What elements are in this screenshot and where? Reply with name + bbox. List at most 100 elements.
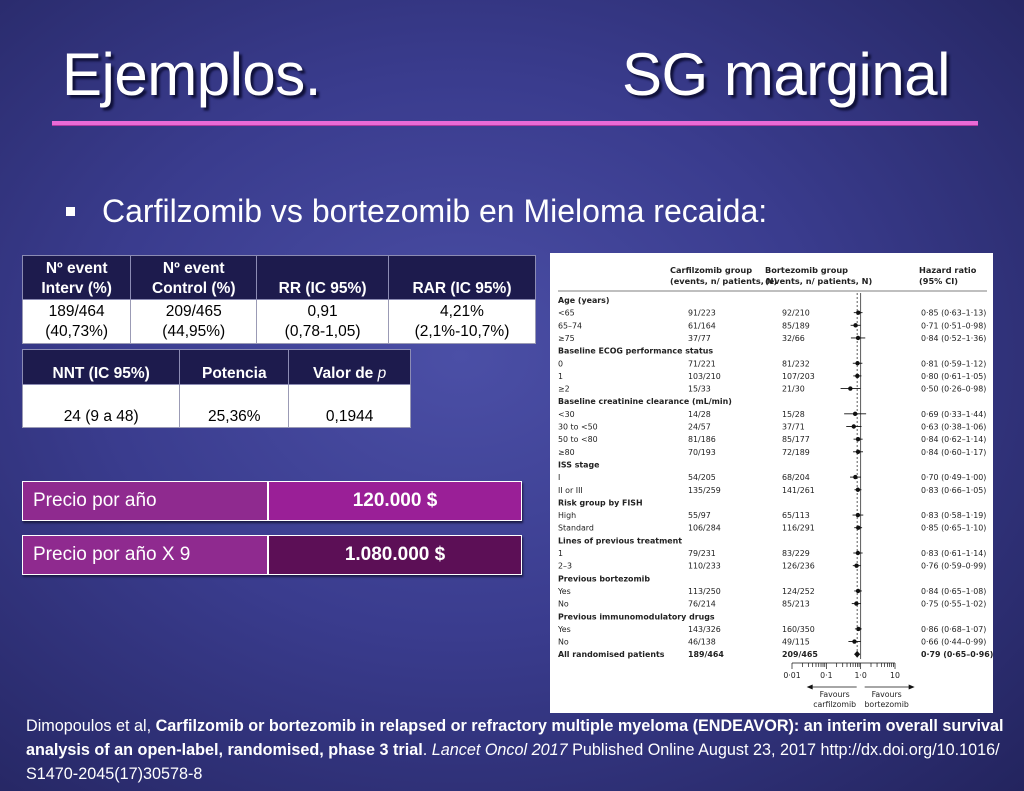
- forest-plot: Carfilzomib group (events, n/ patients, N…: [557, 265, 993, 709]
- forest-point: [853, 474, 858, 480]
- forest-x-tick-label: 1·0: [854, 671, 866, 680]
- forest-point: [855, 436, 861, 442]
- cell-valor-p: 0,1944: [288, 384, 411, 428]
- forest-point: [854, 601, 859, 606]
- forest-row-label: 65–74: [558, 321, 582, 330]
- forest-row-label: ≥80: [558, 448, 575, 457]
- forest-row-label: II or III: [558, 486, 583, 495]
- forest-row-carfilzomib: 14/28: [688, 410, 711, 419]
- forest-row-label: ≥75: [558, 334, 575, 343]
- forest-favours-right: Favours: [872, 690, 902, 699]
- cell-events-interv: 189/464 (40,73%): [21, 299, 132, 344]
- header-rar: RAR (IC 95%): [387, 255, 537, 300]
- forest-row-carfilzomib: 79/231: [688, 549, 716, 558]
- forest-row-hazard: 0·69 (0·33–1·44): [921, 410, 986, 419]
- forest-row-bortezomib: 92/210: [782, 309, 810, 318]
- forest-point: [854, 563, 859, 568]
- header-potencia: Potencia: [179, 349, 290, 385]
- forest-x-tick-label: 0·1: [820, 671, 832, 680]
- forest-point: [855, 550, 861, 556]
- results-table-row: 189/464 (40,73%) 209/465 (44,95%) 0,91 (0,7…: [21, 299, 537, 344]
- cell-nnt: 24 (9 a 48): [21, 384, 181, 428]
- forest-row-bortezomib: 85/177: [782, 435, 810, 444]
- forest-row-bortezomib: 209/465: [782, 650, 818, 659]
- forest-group-header: Risk group by FISH: [558, 498, 643, 507]
- forest-point: [848, 386, 853, 391]
- forest-point: [855, 512, 861, 518]
- forest-row-bortezomib: 21/30: [782, 385, 805, 394]
- header-valor-p: Valor de p: [288, 349, 411, 385]
- forest-row-hazard: 0·80 (0·61–1·05): [921, 372, 986, 381]
- forest-row-hazard: 0·84 (0·60–1·17): [921, 448, 986, 457]
- forest-group-header: Baseline creatinine clearance (mL/min): [558, 397, 732, 406]
- arrow-right-icon: [908, 684, 915, 690]
- forest-row-bortezomib: 49/115: [782, 638, 810, 647]
- forest-point: [855, 335, 861, 341]
- forest-row-carfilzomib: 189/464: [688, 650, 724, 659]
- forest-row-carfilzomib: 54/205: [688, 473, 716, 482]
- forest-row-hazard: 0·50 (0·26–0·98): [921, 385, 986, 394]
- forest-favours-left-drug: carfilzomib: [813, 700, 856, 709]
- forest-group-header: Baseline ECOG performance status: [558, 347, 713, 356]
- forest-header-carfilzomib: Carfilzomib group: [670, 265, 752, 275]
- forest-row-label: 0: [558, 359, 563, 368]
- forest-row-hazard: 0·86 (0·68–1·07): [921, 625, 986, 634]
- forest-row-carfilzomib: 110/233: [688, 562, 721, 571]
- results-table: Nº event Interv (%) Nº event Control (%) R…: [21, 255, 537, 344]
- forest-group-header: Age (years): [558, 296, 609, 305]
- forest-favours-right-drug: bortezomib: [864, 700, 908, 709]
- forest-row-label: 1: [558, 549, 563, 558]
- forest-row-bortezomib: 81/232: [782, 359, 810, 368]
- forest-point: [855, 373, 860, 379]
- forest-x-tick-label: 10: [890, 671, 900, 680]
- forest-row-bortezomib: 37/71: [782, 423, 805, 432]
- forest-row-bortezomib: 65/113: [782, 511, 810, 520]
- citation-journal: Lancet Oncol 2017: [431, 741, 568, 759]
- forest-row-carfilzomib: 91/223: [688, 309, 716, 318]
- citation-authors: Dimopoulos et al,: [26, 717, 156, 735]
- forest-row-label: <65: [558, 309, 575, 318]
- forest-row-hazard: 0·84 (0·52–1·36): [921, 334, 986, 343]
- forest-row-carfilzomib: 76/214: [688, 600, 716, 609]
- forest-point: [852, 411, 858, 417]
- forest-row-carfilzomib: 46/138: [688, 638, 716, 647]
- cell-events-control: 209/465 (44,95%): [130, 299, 258, 344]
- forest-row-label: Yes: [557, 587, 571, 596]
- slide-title-left: Ejemplos.: [62, 41, 321, 108]
- forest-row-bortezomib: 141/261: [782, 486, 815, 495]
- forest-row-label: I: [558, 473, 560, 482]
- nnt-table-row: 24 (9 a 48) 25,36% 0,1944: [21, 384, 411, 428]
- forest-group-header: Previous immunomodulatory drugs: [558, 612, 715, 621]
- forest-row-bortezomib: 126/236: [782, 562, 815, 571]
- forest-row-label: 1: [558, 372, 563, 381]
- forest-row-hazard: 0·85 (0·63–1·13): [921, 309, 986, 318]
- forest-row-label: Standard: [558, 524, 594, 533]
- forest-row-hazard: 0·63 (0·38–1·06): [921, 423, 986, 432]
- forest-row-label: No: [558, 600, 569, 609]
- citation-title: Carfilzomib or bortezomib in relapsed or…: [26, 717, 1004, 759]
- header-nnt: NNT (IC 95%): [21, 349, 181, 385]
- forest-header-bortezomib: Bortezomib group: [765, 265, 848, 275]
- price-9-years-box: Precio por año X 9 1.080.000 $: [22, 535, 522, 575]
- forest-row-carfilzomib: 15/33: [688, 385, 711, 394]
- forest-group-header: ISS stage: [558, 460, 600, 469]
- forest-row-hazard: 0·71 (0·51–0·98): [921, 321, 986, 330]
- forest-header-bortezomib-sub: (events, n/ patients, N): [765, 276, 873, 286]
- forest-row-carfilzomib: 61/164: [688, 321, 716, 330]
- forest-row-bortezomib: 83/229: [782, 549, 810, 558]
- forest-point: [856, 525, 861, 530]
- forest-row-hazard: 0·76 (0·59–0·99): [921, 562, 986, 571]
- forest-row-hazard: 0·66 (0·44–0·99): [921, 638, 986, 647]
- forest-row-bortezomib: 160/350: [782, 625, 815, 634]
- forest-row-bortezomib: 116/291: [782, 524, 815, 533]
- cell-potencia: 25,36%: [179, 384, 290, 428]
- forest-row-carfilzomib: 70/193: [688, 448, 716, 457]
- forest-row-carfilzomib: 106/284: [688, 524, 721, 533]
- forest-row-label: 30 to <50: [558, 423, 598, 432]
- forest-point: [855, 588, 861, 594]
- forest-row-hazard: 0·83 (0·61–1·14): [921, 549, 986, 558]
- forest-group-header: Lines of previous treatment: [558, 536, 682, 545]
- forest-row-bortezomib: 32/66: [782, 334, 805, 343]
- forest-header-hazard: Hazard ratio: [919, 265, 977, 275]
- forest-point: [855, 487, 861, 492]
